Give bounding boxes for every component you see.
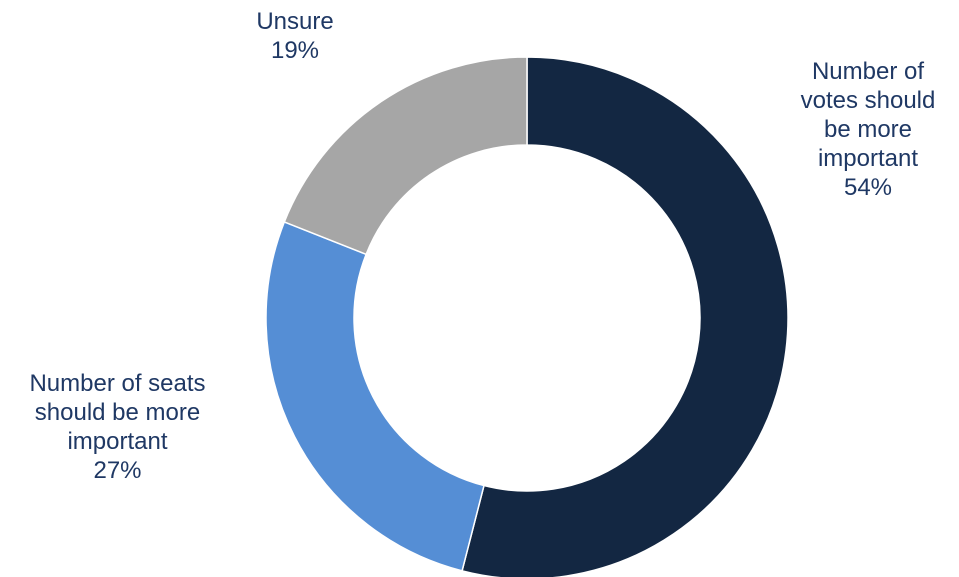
slice-label-unsure-line-1: Unsure — [256, 8, 334, 35]
slice-label-votes-line-4: important — [817, 145, 919, 172]
slice-label-votes-line-3: be more — [823, 116, 913, 143]
slice-label-votes-line-1: Number of — [811, 58, 925, 85]
slice-votes — [461, 56, 789, 577]
slice-value-unsure: 19% — [270, 37, 320, 64]
slice-label-seats-line-1: Number of seats — [29, 370, 206, 397]
slice-label-seats: Number of seats should be more important… — [0, 369, 235, 485]
slice-label-votes: Number of votes should be more important… — [779, 57, 957, 202]
slice-label-votes-line-2: votes should — [800, 87, 936, 114]
slice-label-unsure: Unsure 19% — [240, 7, 350, 65]
slice-label-seats-line-2: should be more — [34, 399, 201, 426]
slice-unsure — [283, 56, 528, 256]
slice-seats — [265, 220, 485, 572]
slice-value-seats: 27% — [93, 457, 142, 484]
slice-value-votes: 54% — [843, 174, 893, 201]
slice-label-seats-line-3: important — [67, 428, 168, 455]
